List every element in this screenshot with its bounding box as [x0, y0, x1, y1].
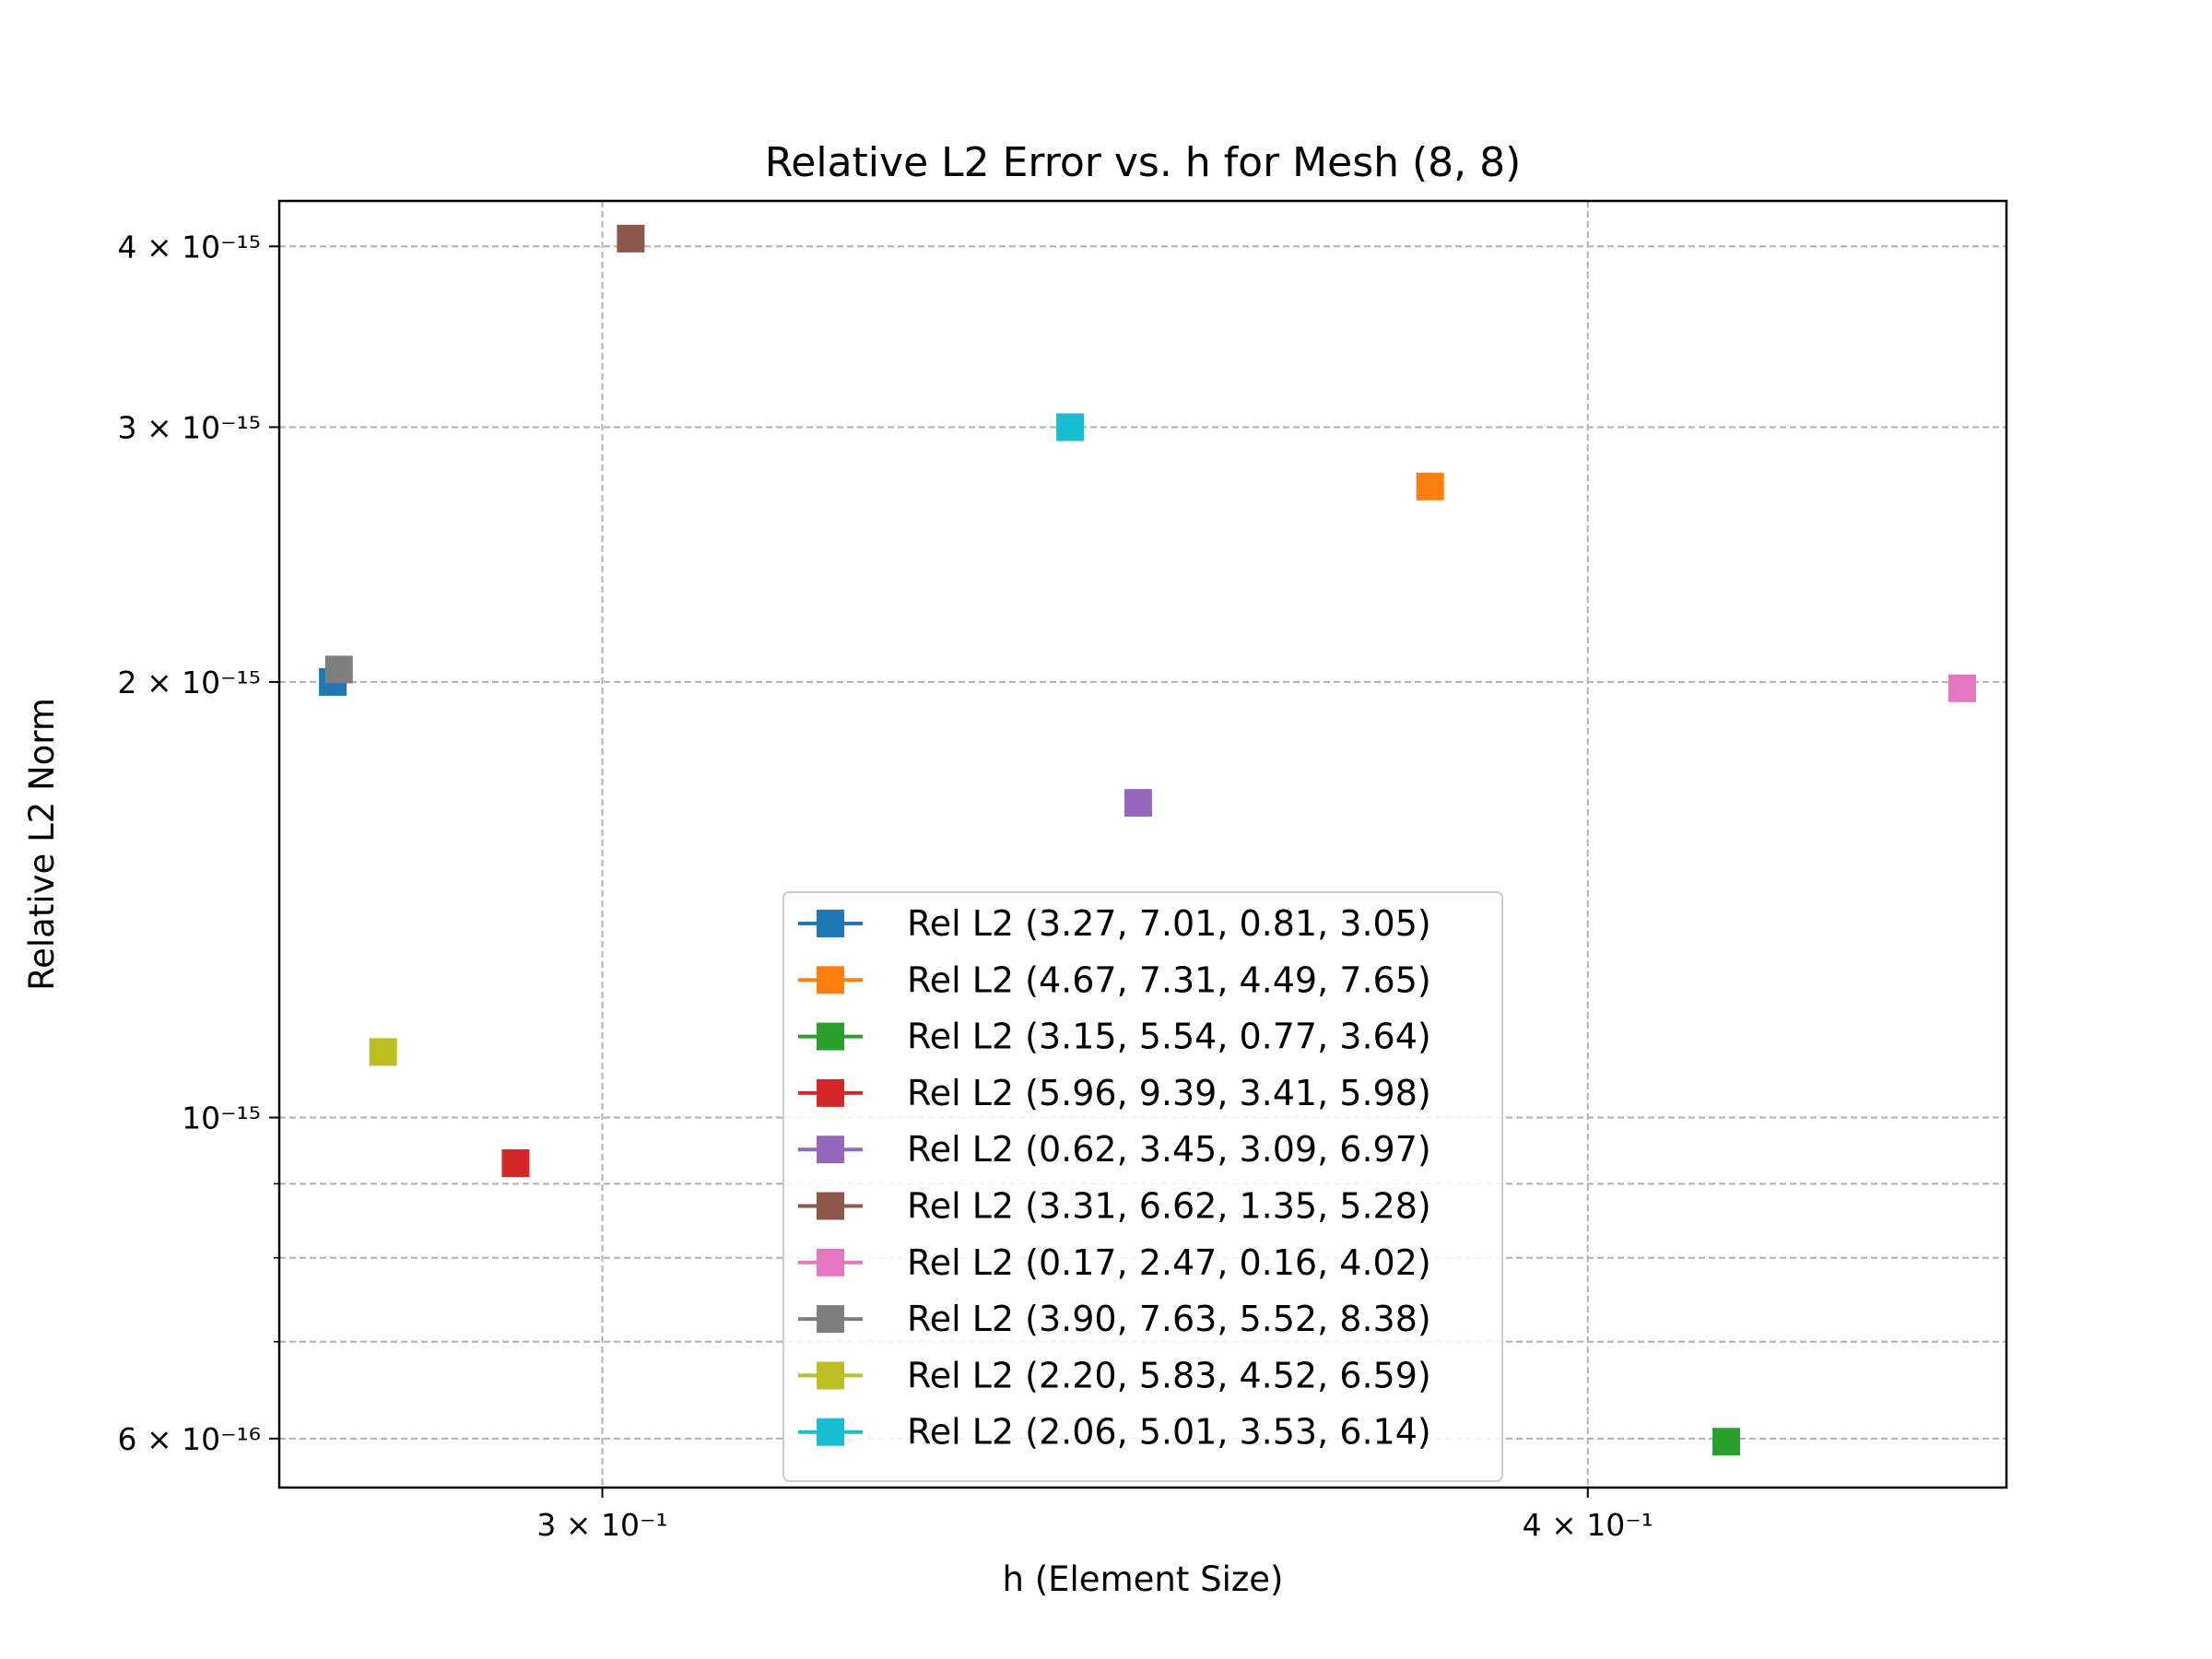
plot-frame	[277, 199, 2008, 1489]
legend-box	[782, 891, 1503, 1482]
data-point	[1947, 674, 1976, 702]
legend-label: Rel L2 (0.62, 3.45, 3.09, 6.97)	[907, 1129, 1431, 1170]
data-point	[369, 1038, 397, 1066]
legend-marker	[817, 1418, 844, 1446]
y-tick-label: 10⁻¹⁵	[182, 1100, 261, 1136]
legend-marker	[817, 910, 844, 937]
legend-label: Rel L2 (3.90, 7.63, 5.52, 8.38)	[907, 1299, 1431, 1339]
data-point	[324, 655, 353, 684]
data-point	[501, 1149, 530, 1178]
data-point	[1416, 472, 1444, 500]
legend-marker	[817, 1248, 844, 1277]
legend-label: Rel L2 (2.06, 5.01, 3.53, 6.14)	[907, 1412, 1431, 1453]
data-point	[1056, 413, 1085, 441]
y-tick-label: 4 × 10⁻¹⁵	[118, 229, 262, 265]
x-axis-label: h (Element Size)	[1003, 1559, 1284, 1599]
legend-marker	[817, 1135, 844, 1164]
legend-label: Rel L2 (3.27, 7.01, 0.81, 3.05)	[907, 903, 1431, 944]
legend-label: Rel L2 (0.17, 2.47, 0.16, 4.02)	[907, 1242, 1431, 1283]
y-axis-label: Relative L2 Norm	[22, 698, 62, 991]
legend-marker	[817, 966, 844, 994]
chart-title: Relative L2 Error vs. h for Mesh (8, 8)	[765, 139, 1522, 186]
x-tick-label: 4 × 10⁻¹	[1523, 1507, 1653, 1543]
legend-label: Rel L2 (2.20, 5.83, 4.52, 6.59)	[907, 1355, 1431, 1395]
legend-label: Rel L2 (3.15, 5.54, 0.77, 3.64)	[907, 1017, 1431, 1057]
legend-marker	[817, 1361, 844, 1390]
legend-label: Rel L2 (4.67, 7.31, 4.49, 7.65)	[907, 959, 1431, 1000]
ticks-layer: 3 × 10⁻¹ 4 × 10⁻¹ 6 × 10⁻¹⁶ 10⁻¹⁵ 2 × 10⁻¹⁵ 3…	[118, 229, 1653, 1543]
legend: Rel L2 (3.27, 7.01, 0.81, 3.05) Rel L2 (4…	[782, 891, 1503, 1482]
data-point	[617, 224, 645, 253]
legend-label: Rel L2 (3.31, 6.62, 1.35, 5.28)	[907, 1186, 1431, 1227]
y-tick-label: 6 × 10⁻¹⁶	[118, 1421, 262, 1457]
legend-label: Rel L2 (5.96, 9.39, 3.41, 5.98)	[907, 1073, 1431, 1113]
legend-marker	[817, 1078, 844, 1107]
x-tick-label: 3 × 10⁻¹	[536, 1507, 667, 1543]
y-tick-label: 3 × 10⁻¹⁵	[118, 409, 262, 445]
legend-marker	[817, 1192, 844, 1220]
marks-layer	[319, 224, 1976, 1456]
legend-marker	[817, 1305, 844, 1334]
data-point	[1124, 789, 1152, 818]
data-point	[1712, 1428, 1740, 1456]
y-tick-label: 2 × 10⁻¹⁵	[118, 665, 262, 700]
legend-marker	[817, 1022, 844, 1051]
